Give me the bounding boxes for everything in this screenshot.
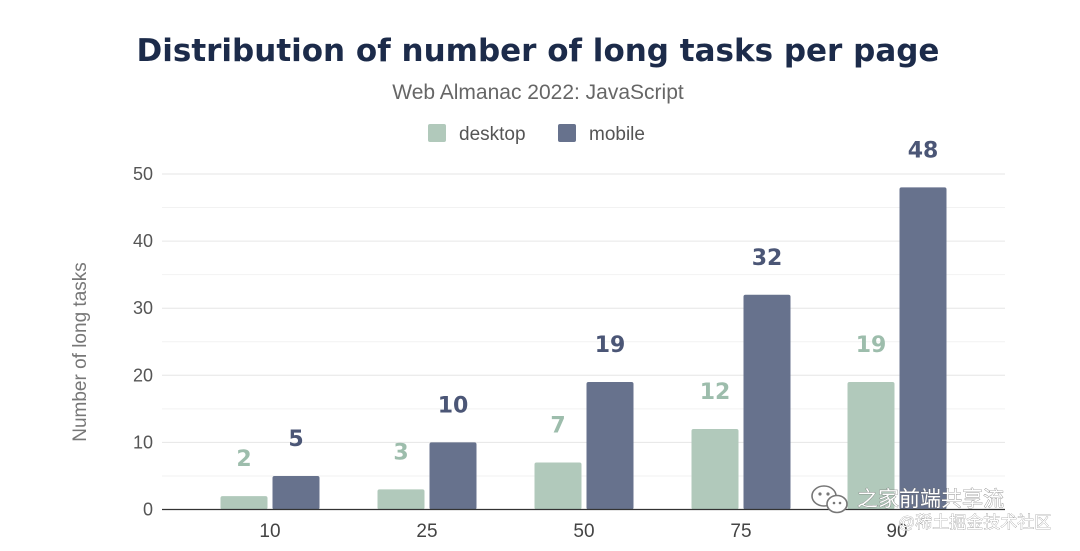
watermark-line-2: @稀土掘金技术社区 [898, 513, 1051, 532]
watermark: 之家前端共享流 @稀土掘金技术社区 [811, 485, 1052, 532]
data-label-mobile-25: 10 [438, 393, 469, 418]
watermark-line-1: 之家前端共享流 [857, 488, 1004, 511]
legend-label-desktop: desktop [459, 124, 526, 145]
bar-mobile-75[interactable] [743, 294, 791, 510]
bars [220, 187, 947, 510]
data-label-desktop-50: 7 [550, 414, 565, 439]
bar-desktop-75[interactable] [691, 428, 739, 510]
y-tick-label: 50 [133, 164, 153, 184]
data-label-mobile-75: 32 [752, 246, 783, 271]
x-tick-label: 75 [730, 521, 751, 542]
data-label-mobile-50: 19 [595, 333, 626, 358]
y-axis-label: Number of long tasks [70, 262, 91, 442]
data-label-desktop-10: 2 [236, 447, 251, 472]
legend: desktop mobile [428, 124, 645, 145]
x-tick-label: 25 [416, 521, 437, 542]
bar-mobile-90[interactable] [899, 187, 947, 510]
data-labels: 2 5 3 10 7 19 12 32 19 48 [236, 138, 938, 472]
legend-item-desktop[interactable]: desktop [428, 124, 526, 145]
legend-swatch-mobile [558, 124, 576, 142]
y-tick-label: 20 [133, 365, 153, 385]
x-axis: 10 25 50 75 90 [259, 521, 907, 542]
y-tick-label: 30 [133, 298, 153, 318]
data-label-mobile-90: 48 [908, 138, 939, 163]
wechat-icon [811, 485, 848, 514]
grid [162, 173, 1005, 477]
bar-mobile-10[interactable] [272, 475, 320, 510]
legend-label-mobile: mobile [589, 124, 645, 145]
y-tick-label: 0 [143, 500, 153, 520]
x-tick-label: 50 [573, 521, 594, 542]
data-label-desktop-25: 3 [393, 440, 408, 465]
data-label-desktop-75: 12 [700, 380, 731, 405]
bar-desktop-90[interactable] [847, 382, 895, 510]
legend-swatch-desktop [428, 124, 446, 142]
data-label-mobile-10: 5 [288, 427, 303, 452]
x-tick-label: 90 [886, 521, 907, 542]
y-axis: 0 10 20 30 40 50 [133, 164, 153, 520]
bar-desktop-25[interactable] [377, 489, 425, 510]
chart-title: Distribution of number of long tasks per… [137, 33, 940, 69]
y-tick-label: 40 [133, 231, 153, 251]
bar-desktop-10[interactable] [220, 496, 268, 510]
bar-desktop-50[interactable] [534, 462, 582, 510]
chart-subtitle: Web Almanac 2022: JavaScript [392, 81, 684, 104]
data-label-desktop-90: 19 [856, 333, 887, 358]
bar-mobile-25[interactable] [429, 442, 477, 510]
bar-mobile-50[interactable] [586, 382, 634, 510]
x-tick-label: 10 [259, 521, 280, 542]
legend-item-mobile[interactable]: mobile [558, 124, 645, 145]
y-tick-label: 10 [133, 432, 153, 452]
